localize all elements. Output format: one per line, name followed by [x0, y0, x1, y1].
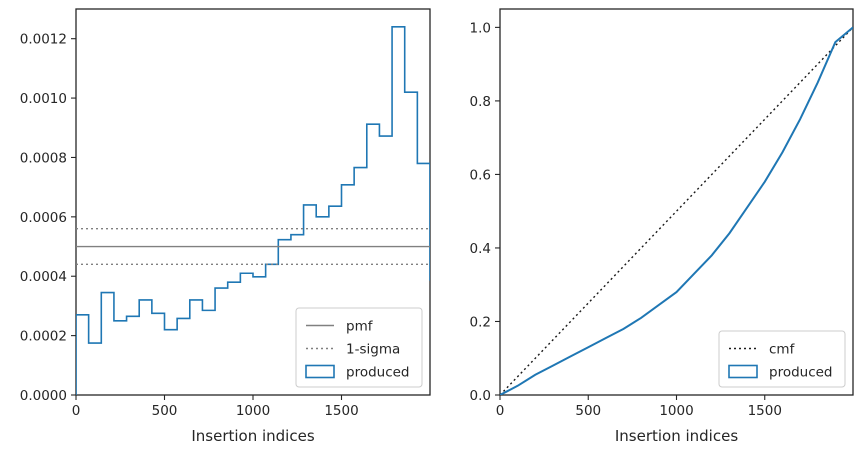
histogram-y-tick-label: 0.0004: [20, 269, 67, 285]
histogram-x-tick-label: 1500: [324, 403, 358, 419]
histogram-legend-box: [295, 307, 423, 388]
cumulative-y-tick-label: 0.0: [470, 388, 491, 404]
cumulative-y-tick-label: 1.0: [470, 20, 491, 36]
histogram-produced-step-histogram: [76, 26, 430, 395]
cumulative-legend-handle-produced: [728, 364, 758, 379]
histogram-y-tick-label: 0.0000: [20, 388, 67, 404]
cumulative-marks: [500, 26, 853, 395]
histogram-y-tick-label: 0.0010: [20, 91, 67, 107]
cumulative-panel: 0.0 0.2 0.4 0.6 0.8 1.0 0 500 1000 1500 Insertio…: [470, 8, 854, 445]
cumulative-legend-label: produced: [769, 365, 833, 381]
cumulative-produced-line: [500, 26, 853, 395]
cumulative-x-tick-label: 1500: [748, 403, 782, 419]
histogram-x-tick-label: 1000: [236, 403, 270, 419]
cumulative-x-tick-label: 500: [575, 403, 601, 419]
cumulative-y-tick-label: 0.4: [470, 241, 491, 257]
histogram-legend: pmf 1-sigma produced: [295, 307, 423, 388]
cumulative-legend: cmf produced: [718, 330, 846, 388]
histogram-legend-label: pmf: [346, 319, 374, 335]
cumulative-x-tick-label: 1000: [659, 403, 693, 419]
histogram-marks: [76, 26, 430, 395]
cumulative-y-tick-label: 0.6: [470, 167, 491, 183]
histogram-y-tick-label: 0.0012: [20, 32, 67, 48]
cumulative-y-tick-label: 0.2: [470, 314, 491, 330]
histogram-panel: 0.0000 0.0002 0.0004 0.0006 0.0008 0.0010 0.00…: [20, 8, 431, 445]
histogram-x-ticks: 0 500 1000 1500: [72, 395, 359, 419]
cumulative-x-ticks: 0 500 1000 1500: [496, 395, 782, 419]
histogram-x-tick-label: 500: [152, 403, 178, 419]
histogram-legend-label: 1-sigma: [346, 342, 400, 358]
histogram-y-ticks: 0.0000 0.0002 0.0004 0.0006 0.0008 0.0010 0.00…: [20, 32, 76, 404]
cumulative-legend-label: cmf: [769, 342, 796, 358]
cumulative-y-tick-label: 0.8: [470, 94, 491, 110]
cumulative-legend-box: [718, 330, 846, 388]
histogram-x-tick-label: 0: [72, 403, 81, 419]
histogram-y-tick-label: 0.0002: [20, 329, 67, 345]
histogram-x-axis-label: Insertion indices: [191, 427, 314, 445]
histogram-y-tick-label: 0.0008: [20, 150, 67, 166]
plot-area: [500, 26, 853, 395]
histogram-legend-handle-produced: [305, 364, 335, 379]
plot-area: [76, 26, 430, 395]
cumulative-x-axis-label: Insertion indices: [615, 427, 738, 445]
histogram-y-tick-label: 0.0006: [20, 210, 67, 226]
cumulative-x-tick-label: 0: [496, 403, 505, 419]
cumulative-y-ticks: 0.0 0.2 0.4 0.6 0.8 1.0: [470, 20, 500, 404]
histogram-legend-label: produced: [346, 365, 410, 381]
